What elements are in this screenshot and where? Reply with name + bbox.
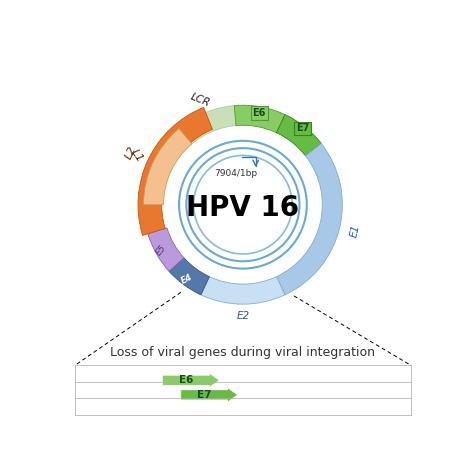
Text: E6: E6 [179, 375, 193, 385]
Text: L2: L2 [123, 144, 138, 160]
Wedge shape [201, 277, 285, 304]
Wedge shape [169, 258, 210, 295]
Text: E4: E4 [180, 273, 194, 286]
Wedge shape [148, 228, 184, 271]
FancyArrow shape [163, 374, 219, 387]
Wedge shape [234, 105, 285, 133]
Text: E2: E2 [237, 311, 249, 321]
Wedge shape [276, 144, 342, 295]
Text: Loss of viral genes during viral integration: Loss of viral genes during viral integra… [110, 346, 375, 359]
Wedge shape [144, 128, 192, 205]
Text: LCR: LCR [189, 91, 212, 108]
Text: L1: L1 [129, 147, 145, 164]
Text: 7904/1bp: 7904/1bp [214, 169, 257, 178]
Wedge shape [276, 115, 321, 156]
Text: HPV 16: HPV 16 [186, 194, 300, 222]
Text: E5: E5 [155, 243, 168, 257]
Text: E7: E7 [296, 124, 309, 134]
Wedge shape [138, 108, 212, 236]
FancyArrow shape [181, 388, 237, 402]
Text: E6: E6 [252, 108, 266, 118]
Text: E1: E1 [348, 223, 361, 238]
Wedge shape [179, 106, 236, 144]
Text: E7: E7 [197, 390, 211, 400]
